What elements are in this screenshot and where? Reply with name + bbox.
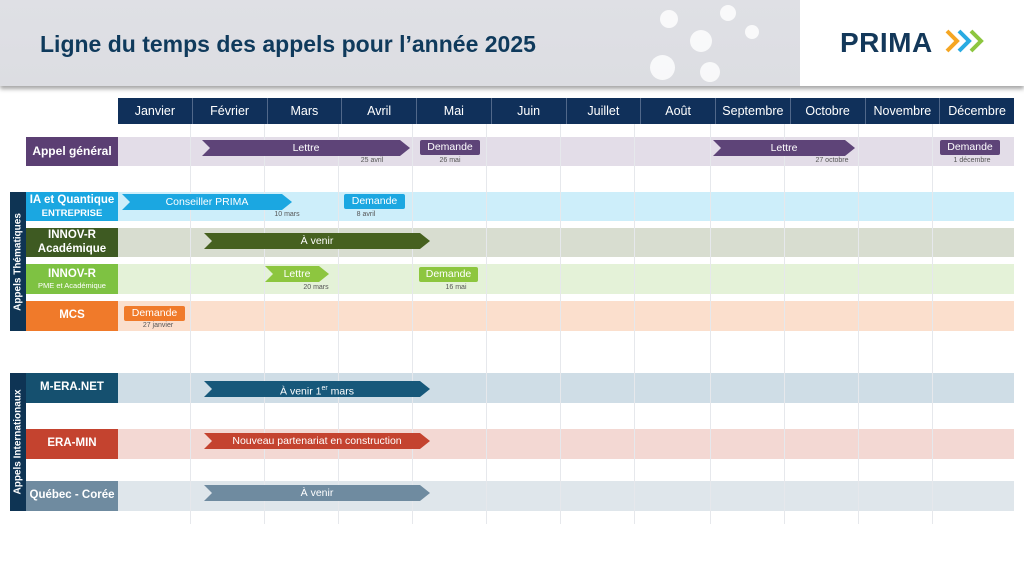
demande-box: Demande: [124, 306, 185, 321]
month-september: Septembre: [716, 98, 791, 124]
label-text: ERA-MIN: [47, 437, 97, 450]
row-label-mcs: MCS: [26, 301, 118, 331]
month-june: Juin: [492, 98, 567, 124]
date-label: 25 avril: [360, 157, 384, 164]
month-march: Mars: [268, 98, 343, 124]
lettre-bar: Lettre: [713, 140, 855, 156]
row-label-mera: M-ERA.NET: [26, 373, 118, 403]
gridline: [634, 124, 635, 524]
demande-box: Demande: [420, 140, 480, 155]
logo-text: PRIMA: [840, 27, 932, 58]
group-label: Appels Thématiques: [12, 212, 24, 311]
month-november: Novembre: [866, 98, 941, 124]
gridline: [486, 124, 487, 524]
month-april: Avril: [342, 98, 417, 124]
label-text: Québec - Corée: [29, 489, 115, 502]
gridline: [338, 124, 339, 524]
row-label-eramin: ERA-MIN: [26, 429, 118, 459]
label-subtext: ENTREPRISE: [41, 207, 103, 219]
conseiller-bar: Conseiller PRIMA: [122, 194, 292, 210]
demande-box: Demande: [940, 140, 1000, 155]
label-text: INNOV-R: [48, 228, 96, 241]
gridline: [858, 124, 859, 524]
month-january: Janvier: [118, 98, 193, 124]
row-label-innov-acad: INNOV-R Académique: [26, 228, 118, 257]
gridline: [264, 124, 265, 524]
gridline: [710, 124, 711, 524]
gridline: [784, 124, 785, 524]
demande-box: Demande: [419, 267, 478, 282]
partenariat-bar: Nouveau partenariat en construction: [204, 433, 430, 449]
date-label: 8 avril: [356, 211, 376, 218]
bar-sup: er: [321, 385, 328, 392]
month-february: Février: [193, 98, 268, 124]
label-subtext: PME et Académique: [38, 281, 106, 291]
group-label: Appels Internationaux: [12, 389, 24, 495]
month-header: Janvier Février Mars Avril Mai Juin Juil…: [118, 98, 1014, 124]
month-december: Décembre: [948, 104, 1006, 118]
bar-text: À venir 1: [280, 385, 322, 398]
a-venir-bar: À venir 1er mars: [204, 381, 430, 397]
date-label: 26 mai: [439, 157, 461, 164]
lettre-bar: Lettre: [202, 140, 410, 156]
gridline: [190, 124, 191, 524]
demande-box: Demande: [344, 194, 405, 209]
label-text: M-ERA.NET: [40, 381, 104, 394]
row-bg-mcs: [118, 301, 1014, 331]
label-text: INNOV-R: [48, 267, 96, 280]
decor-dot: [700, 62, 720, 82]
group-international: Appels Internationaux: [10, 373, 26, 511]
row-label-ia: IA et Quantique ENTREPRISE: [26, 192, 118, 221]
label-text: IA et Quantique: [29, 193, 115, 206]
group-thematic: Appels Thématiques: [10, 192, 26, 331]
chevron-arrows-icon: [945, 29, 984, 53]
month-october: Octobre: [791, 98, 866, 124]
month-august: Août: [641, 98, 716, 124]
row-label-qc: Québec - Corée: [26, 481, 118, 511]
prima-logo: PRIMA: [840, 27, 988, 59]
decor-dot: [720, 5, 736, 21]
date-label: 27 octobre: [815, 157, 849, 164]
date-label: 16 mai: [445, 284, 467, 291]
date-label: 27 janvier: [142, 322, 174, 329]
logo-area: [800, 0, 1024, 86]
row-label-general: Appel général: [26, 137, 118, 166]
lettre-bar: Lettre: [265, 266, 329, 282]
gridline: [560, 124, 561, 524]
label-text: MCS: [59, 309, 85, 322]
month-may: Mai: [417, 98, 492, 124]
decor-dot: [650, 55, 675, 80]
month-july: Juillet: [567, 98, 642, 124]
decor-dot: [690, 30, 712, 52]
a-venir-bar: À venir: [204, 233, 430, 249]
label-text: Appel général: [32, 144, 112, 159]
decor-dot: [660, 10, 678, 28]
date-label: 20 mars: [303, 284, 329, 291]
row-bg-innov-pme: [118, 264, 1014, 294]
decor-dot: [745, 25, 759, 39]
a-venir-bar: À venir: [204, 485, 430, 501]
page-title: Ligne du temps des appels pour l’année 2…: [40, 31, 536, 57]
gridline: [932, 124, 933, 524]
date-label: 10 mars: [274, 211, 300, 218]
row-label-innov-pme: INNOV-R PME et Académique: [26, 264, 118, 294]
gridline: [412, 124, 413, 524]
label-subtext: Académique: [37, 242, 107, 255]
bar-text-end: mars: [327, 385, 354, 398]
date-label: 1 décembre: [953, 157, 991, 164]
